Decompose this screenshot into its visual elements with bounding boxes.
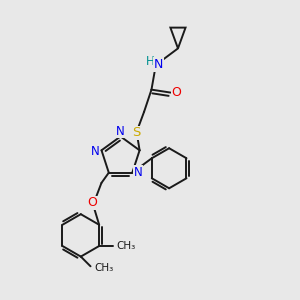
Text: O: O (171, 86, 181, 99)
Text: CH₃: CH₃ (117, 241, 136, 251)
Text: H: H (146, 55, 155, 68)
Text: N: N (154, 58, 164, 71)
Text: S: S (133, 126, 141, 140)
Text: N: N (134, 166, 142, 179)
Text: N: N (91, 145, 99, 158)
Text: N: N (116, 125, 125, 138)
Text: CH₃: CH₃ (94, 263, 114, 273)
Text: O: O (88, 196, 98, 209)
